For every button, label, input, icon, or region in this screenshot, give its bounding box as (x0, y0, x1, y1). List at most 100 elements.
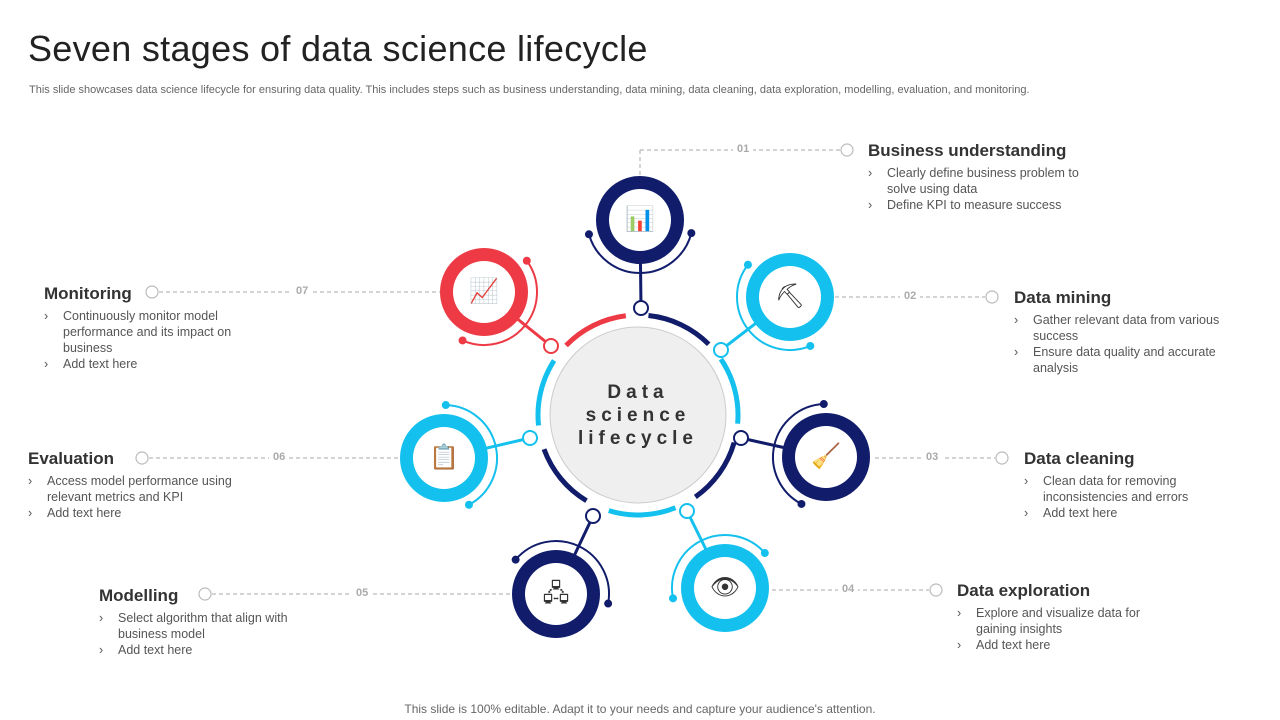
stage-bullet: Clearly define business problem to solve… (868, 165, 1087, 197)
connector-dot (522, 430, 538, 446)
stage-text-05: Modelling Select algorithm that align wit… (99, 586, 318, 658)
stage-number: 07 (292, 285, 313, 297)
stage-node-inner (694, 557, 756, 619)
page-title: Seven stages of data science lifecycle (28, 28, 648, 69)
center-circle (549, 326, 727, 504)
arc-end-dot (669, 594, 678, 603)
stage-bullet: Continuously monitor model performance a… (44, 308, 263, 356)
arc-end-dot (797, 499, 806, 508)
stage-node-inner (795, 426, 857, 488)
center-label: Data science lifecycle (548, 381, 728, 450)
stage-title: Data exploration (957, 581, 1091, 600)
node-arc (445, 404, 498, 506)
ring-segment (564, 313, 627, 348)
connector-dot (633, 300, 649, 316)
stage-bullets: Explore and visualize data for gaining i… (957, 605, 1176, 653)
arc-end-dot (806, 341, 815, 350)
arc-end-dot (584, 230, 593, 239)
connector-dot (713, 342, 729, 358)
stage-title: Data mining (1014, 288, 1112, 307)
stage-text-06: Evaluation Access model performance using… (28, 449, 247, 521)
stage-number: 04 (838, 583, 859, 595)
leader-end-circle (995, 451, 1009, 465)
node-arc (671, 534, 766, 599)
node-arc (772, 403, 824, 505)
node-arc (588, 232, 693, 274)
stage-title: Monitoring (44, 284, 132, 303)
arc-end-dot (760, 549, 769, 558)
cleaning-bucket-icon: 🧹 (811, 443, 841, 470)
stage-bullet: Add text here (957, 637, 1176, 653)
arc-end-dot (819, 400, 828, 409)
arc-end-dot (464, 500, 473, 509)
stage-bullets: Access model performance using relevant … (28, 473, 247, 521)
stage-bullets: Select algorithm that align with busines… (99, 610, 318, 658)
hierarchy-monitor-icon: 🖧 (542, 580, 570, 607)
stage-bullets: Clean data for removing inconsistencies … (1024, 473, 1243, 521)
stage-bullet: Clean data for removing inconsistencies … (1024, 473, 1243, 505)
ring-segment (541, 448, 588, 503)
stage-bullet: Add text here (44, 356, 263, 372)
arc-end-dot (687, 229, 696, 238)
ring-segment (648, 313, 711, 347)
stage-title: Data cleaning (1024, 449, 1135, 468)
ring-segment (608, 505, 677, 518)
checklist-icon: 📋 (429, 444, 459, 471)
footer-note: This slide is 100% editable. Adapt it to… (404, 702, 876, 716)
ring-segment (535, 359, 557, 426)
leader-end-circle (840, 143, 854, 157)
stage-node-inner (609, 189, 671, 251)
stage-number: 02 (900, 290, 921, 302)
center-label-line: Data (607, 382, 669, 403)
stage-node-inner (453, 261, 515, 323)
report-chart-icon: 📊 (625, 206, 655, 233)
leader-end-circle (985, 290, 999, 304)
stage-number: 06 (269, 451, 290, 463)
stage-node-inner (413, 427, 475, 489)
stage-text-02: Data mining Gather relevant data from var… (1014, 288, 1233, 376)
stage-number: 01 (733, 143, 754, 155)
connector-dot (585, 508, 601, 524)
stage-bullet: Add text here (1024, 505, 1243, 521)
stage-text-03: Data cleaning Clean data for removing inc… (1024, 449, 1243, 521)
stage-title: Modelling (99, 586, 179, 605)
eye-search-gear-icon: 👁 (709, 574, 741, 601)
stage-text-04: Data exploration Explore and visualize da… (957, 581, 1176, 653)
arc-end-dot (441, 401, 450, 410)
ring-segment (693, 441, 737, 499)
arc-end-dot (511, 555, 520, 564)
node-arc (514, 540, 610, 604)
leader-end-circle (929, 583, 943, 597)
stage-title: Evaluation (28, 449, 114, 468)
arc-end-dot (604, 599, 613, 608)
arc-end-dot (743, 260, 752, 269)
arc-end-dot (522, 256, 531, 265)
stage-node-inner (759, 266, 821, 328)
node-arc (462, 260, 538, 346)
connector-dot (679, 503, 695, 519)
stage-bullets: Gather relevant data from various succes… (1014, 312, 1233, 376)
stage-bullet: Add text here (28, 505, 247, 521)
stage-bullet: Gather relevant data from various succes… (1014, 312, 1233, 344)
stage-bullet: Select algorithm that align with busines… (99, 610, 318, 642)
center-label-line: science (585, 405, 691, 426)
connector-dot (733, 430, 749, 446)
stage-bullets: Clearly define business problem to solve… (868, 165, 1087, 213)
stage-bullet: Ensure data quality and accurate analysi… (1014, 344, 1233, 376)
stage-text-07: Monitoring Continuously monitor model per… (44, 284, 263, 372)
stage-text-01: Business understanding Clearly define bus… (868, 141, 1087, 213)
database-pickaxe-icon: ⛏ (774, 283, 806, 310)
center-label-line: lifecycle (578, 428, 698, 449)
stage-number: 03 (922, 451, 943, 463)
stage-bullet: Access model performance using relevant … (28, 473, 247, 505)
monitor-analysis-icon: 📈 (469, 278, 499, 305)
leader-end-circle (135, 451, 149, 465)
stage-bullet: Add text here (99, 642, 318, 658)
stage-bullet: Define KPI to measure success (868, 197, 1087, 213)
stage-bullets: Continuously monitor model performance a… (44, 308, 263, 372)
ring-segment (718, 357, 741, 424)
stage-node-inner (525, 563, 587, 625)
node-arc (736, 264, 811, 351)
arc-end-dot (458, 336, 467, 345)
